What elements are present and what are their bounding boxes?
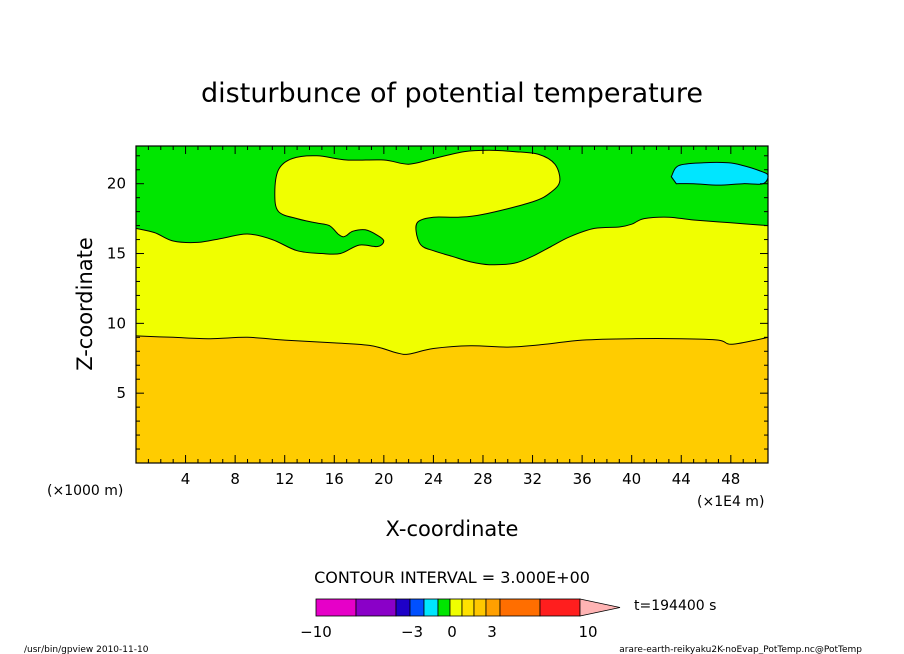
x-tick-label: 16 [325,470,344,488]
colorbar-tick-label: −10 [300,623,332,641]
colorbar-extend-arrow [579,598,621,617]
x-axis-label: X-coordinate [386,517,519,541]
contour-fill-green [136,146,768,265]
colorbar-swatch [485,598,501,617]
x-tick-label: 32 [523,470,542,488]
contour-line-cyan [670,161,769,186]
y-tick-label: 15 [107,245,126,263]
x-tick-label: 44 [672,470,691,488]
x-unit-label: (×1000 m) [47,483,123,499]
contour-fill-cyan [671,162,769,186]
colorbar-swatch [437,598,451,617]
colorbar-swatch [449,598,463,617]
axis-ticks [136,146,768,463]
time-label: t=194400 s [634,598,716,614]
plot-frame [135,145,769,464]
colorbar-swatch [409,598,425,617]
plot-area [135,145,769,464]
x-tick-label: 24 [424,470,443,488]
x-tick-label: 20 [374,470,393,488]
colorbar-tick-label: −3 [401,623,423,641]
contour-interval-label: CONTOUR INTERVAL = 3.000E+00 [314,568,590,587]
contour-line-orange-top [135,335,769,355]
x-tick-labels: 4 8 12 16 20 24 28 32 36 40 44 48 [181,470,741,488]
colorbar [315,598,621,617]
colorbar-labels: −10 −3 0 3 10 [300,623,597,641]
colorbar-swatch [473,598,487,617]
x-tick-label: 36 [573,470,592,488]
colorbar-tick-label: 3 [487,623,497,641]
colorbar-swatch [539,598,581,617]
x-tick-label: 4 [181,470,191,488]
x-tick-label: 40 [622,470,641,488]
y-unit-label: (×1E4 m) [697,494,764,510]
colorbar-tick-label: 10 [578,623,597,641]
y-axis-label: Z-coordinate [73,237,97,371]
colorbar-swatch [355,598,397,617]
chart-title: disturbunce of potential temperature [201,78,703,109]
x-tick-label: 28 [473,470,492,488]
y-tick-labels: 5 10 15 20 [107,175,126,402]
footer-right: arare-earth-reikyaku2K-noEvap_PotTemp.nc… [619,645,862,654]
footer-left: /usr/bin/gpview 2010-11-10 [24,645,149,654]
colorbar-tick-label: 0 [447,623,457,641]
y-tick-label: 20 [107,175,126,193]
colorbar-swatch [315,598,357,617]
x-tick-label: 12 [275,470,294,488]
contour-line-green [135,149,769,266]
x-tick-label: 8 [230,470,240,488]
y-tick-label: 10 [107,314,126,332]
colorbar-swatch [395,598,411,617]
x-tick-label: 48 [721,470,740,488]
y-tick-label: 5 [116,384,126,402]
colorbar-swatch [423,598,439,617]
colorbar-swatch [499,598,541,617]
colorbar-swatch [461,598,475,617]
